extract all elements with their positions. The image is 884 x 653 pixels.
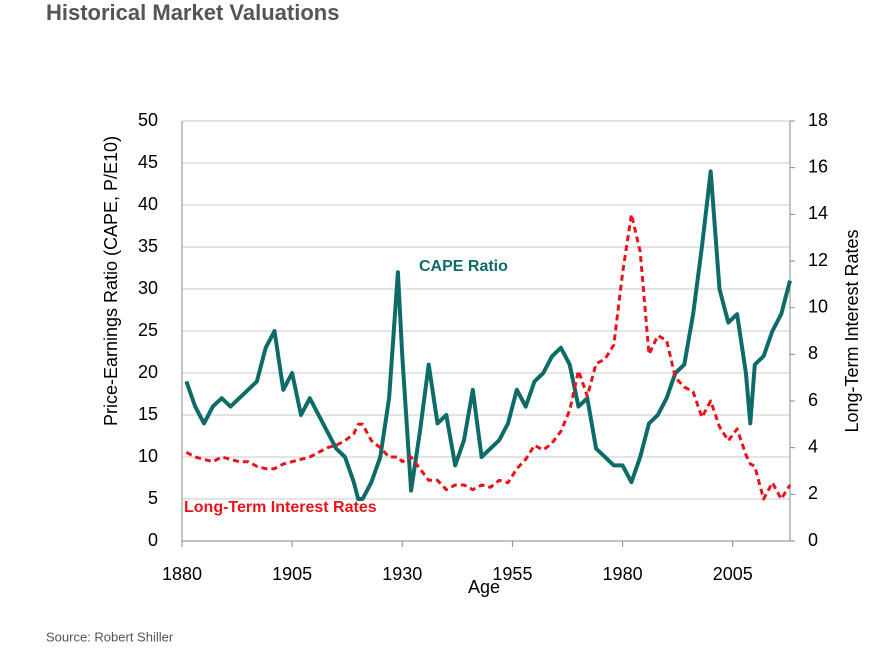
y-tick-label: 45: [138, 152, 158, 172]
x-tick-label: 1980: [603, 564, 643, 584]
series-annotation: CAPE Ratio: [419, 258, 508, 275]
y-tick-label: 35: [138, 236, 158, 256]
x-axis-label: Age: [468, 577, 500, 597]
series-line: [185, 212, 792, 501]
y-tick-label: 0: [148, 530, 158, 550]
y2-tick-label: 2: [808, 483, 818, 503]
y2-tick-label: 16: [808, 156, 828, 176]
y-tick-label: 25: [138, 320, 158, 340]
x-tick-label: 1880: [162, 564, 202, 584]
x-tick-label: 1905: [272, 564, 312, 584]
y-tick-label: 50: [138, 110, 158, 130]
y2-tick-label: 8: [808, 343, 818, 363]
y-tick-label: 30: [138, 278, 158, 298]
x-tick-label: 1930: [382, 564, 422, 584]
y2-tick-label: 12: [808, 250, 828, 270]
chart-title: Historical Market Valuations: [46, 0, 339, 25]
y2-tick-label: 0: [808, 530, 818, 550]
y-tick-label: 15: [138, 404, 158, 424]
y-tick-label: 10: [138, 446, 158, 466]
y-tick-label: 40: [138, 194, 158, 214]
source: Source: Robert Shiller: [46, 629, 174, 644]
x-tick-label: 1955: [492, 564, 532, 584]
y2-tick-label: 14: [808, 203, 828, 223]
series-annotation: Long-Term Interest Rates: [184, 499, 377, 516]
y-tick-label: 20: [138, 362, 158, 382]
series-line: [184, 169, 792, 501]
x-tick-label: 2005: [713, 564, 753, 584]
y2-tick-label: 18: [808, 110, 828, 130]
y-axis-label: Price-Earnings Ratio (CAPE, P/E10): [101, 136, 121, 426]
y2-tick-label: 4: [808, 436, 818, 456]
y2-axis-label: Long-Term Interest Rates: [842, 229, 862, 432]
y-tick-label: 5: [148, 488, 158, 508]
y2-tick-label: 6: [808, 390, 818, 410]
y2-tick-label: 10: [808, 296, 828, 316]
